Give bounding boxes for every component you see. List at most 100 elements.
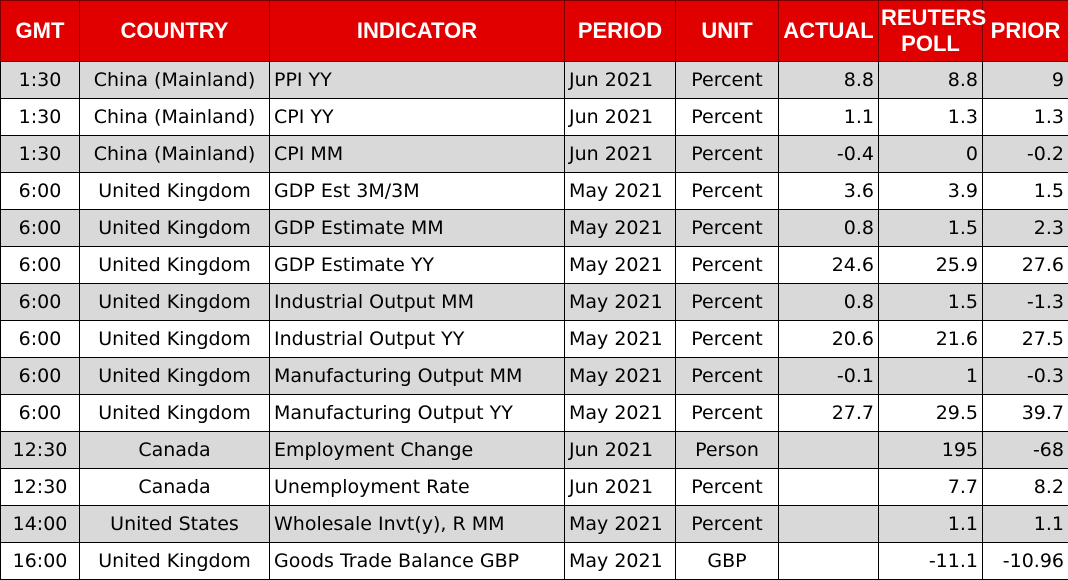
cell-period: Jun 2021	[564, 431, 676, 469]
cell-unit: GBP	[675, 542, 779, 580]
cell-prior: -1.3	[982, 283, 1068, 321]
cell-unit: Percent	[675, 505, 779, 543]
cell-actual: 1.1	[778, 98, 879, 136]
cell-reuters-poll: 1.3	[878, 98, 983, 136]
cell-reuters-poll: 25.9	[878, 246, 983, 284]
cell-actual: 27.7	[778, 394, 879, 432]
table-row: 14:00 United States Wholesale Invt(y), R M…	[0, 505, 1068, 543]
header-row: GMT COUNTRY INDICATOR PERIOD UNIT ACTUAL…	[0, 0, 1068, 62]
cell-actual	[778, 505, 879, 543]
cell-indicator: Employment Change	[269, 431, 565, 469]
cell-period: May 2021	[564, 246, 676, 284]
cell-gmt: 1:30	[0, 135, 80, 173]
cell-prior: -0.3	[982, 357, 1068, 395]
cell-actual: 24.6	[778, 246, 879, 284]
cell-actual	[778, 468, 879, 506]
cell-gmt: 6:00	[0, 357, 80, 395]
table-row: 6:00 United Kingdom Industrial Output MM Ma…	[0, 283, 1068, 321]
cell-indicator: PPI YY	[269, 61, 565, 99]
cell-actual: 0.8	[778, 209, 879, 247]
table-row: 6:00 United Kingdom GDP Est 3M/3M May 2021 P…	[0, 172, 1068, 210]
cell-period: Jun 2021	[564, 468, 676, 506]
cell-period: May 2021	[564, 283, 676, 321]
cell-prior: 9	[982, 61, 1068, 99]
header-unit: UNIT	[675, 0, 779, 62]
table-row: 1:30 China (Mainland) PPI YY Jun 2021 Percen…	[0, 61, 1068, 99]
cell-actual: 3.6	[778, 172, 879, 210]
cell-country: Canada	[79, 431, 270, 469]
cell-reuters-poll: 1.1	[878, 505, 983, 543]
cell-indicator: Wholesale Invt(y), R MM	[269, 505, 565, 543]
cell-period: May 2021	[564, 394, 676, 432]
cell-gmt: 12:30	[0, 468, 80, 506]
cell-gmt: 6:00	[0, 394, 80, 432]
cell-gmt: 12:30	[0, 431, 80, 469]
header-indicator: INDICATOR	[269, 0, 565, 62]
header-actual: ACTUAL	[778, 0, 879, 62]
cell-country: United Kingdom	[79, 394, 270, 432]
cell-unit: Percent	[675, 320, 779, 358]
cell-country: United Kingdom	[79, 283, 270, 321]
header-period: PERIOD	[564, 0, 676, 62]
cell-prior: 1.5	[982, 172, 1068, 210]
cell-country: China (Mainland)	[79, 98, 270, 136]
header-prior: PRIOR	[982, 0, 1068, 62]
cell-prior: -0.2	[982, 135, 1068, 173]
cell-country: China (Mainland)	[79, 135, 270, 173]
cell-unit: Percent	[675, 135, 779, 173]
cell-prior: 1.3	[982, 98, 1068, 136]
cell-period: May 2021	[564, 542, 676, 580]
cell-indicator: GDP Estimate YY	[269, 246, 565, 284]
cell-reuters-poll: 21.6	[878, 320, 983, 358]
table-row: 12:30 Canada Unemployment Rate Jun 2021 Perc…	[0, 468, 1068, 506]
table-row: 6:00 United Kingdom Manufacturing Output M…	[0, 357, 1068, 395]
cell-indicator: Manufacturing Output YY	[269, 394, 565, 432]
cell-indicator: Manufacturing Output MM	[269, 357, 565, 395]
header-reuters-poll: REUTERS POLL	[878, 0, 986, 62]
cell-country: United Kingdom	[79, 172, 270, 210]
cell-actual: 8.8	[778, 61, 879, 99]
cell-gmt: 6:00	[0, 320, 80, 358]
cell-indicator: Industrial Output MM	[269, 283, 565, 321]
cell-country: China (Mainland)	[79, 61, 270, 99]
table-row: 16:00 United Kingdom Goods Trade Balance G…	[0, 542, 1068, 580]
cell-prior: 8.2	[982, 468, 1068, 506]
table-row: 1:30 China (Mainland) CPI MM Jun 2021 Percen…	[0, 135, 1068, 173]
cell-unit: Percent	[675, 394, 779, 432]
cell-reuters-poll: 8.8	[878, 61, 983, 99]
cell-reuters-poll: 7.7	[878, 468, 983, 506]
cell-country: Canada	[79, 468, 270, 506]
cell-reuters-poll: 3.9	[878, 172, 983, 210]
cell-indicator: GDP Est 3M/3M	[269, 172, 565, 210]
cell-unit: Percent	[675, 61, 779, 99]
cell-period: May 2021	[564, 172, 676, 210]
cell-period: May 2021	[564, 209, 676, 247]
cell-indicator: Industrial Output YY	[269, 320, 565, 358]
cell-reuters-poll: -11.1	[878, 542, 983, 580]
cell-period: Jun 2021	[564, 135, 676, 173]
cell-reuters-poll: 1.5	[878, 283, 983, 321]
cell-indicator: CPI YY	[269, 98, 565, 136]
table-row: 1:30 China (Mainland) CPI YY Jun 2021 Percen…	[0, 98, 1068, 136]
cell-period: Jun 2021	[564, 98, 676, 136]
cell-gmt: 6:00	[0, 209, 80, 247]
header-gmt: GMT	[0, 0, 80, 62]
cell-gmt: 6:00	[0, 283, 80, 321]
cell-actual: -0.4	[778, 135, 879, 173]
cell-unit: Percent	[675, 283, 779, 321]
cell-indicator: Unemployment Rate	[269, 468, 565, 506]
header-country: COUNTRY	[79, 0, 270, 62]
cell-reuters-poll: 195	[878, 431, 983, 469]
cell-reuters-poll: 1.5	[878, 209, 983, 247]
cell-period: May 2021	[564, 320, 676, 358]
table-row: 6:00 United Kingdom GDP Estimate YY May 202…	[0, 246, 1068, 284]
cell-gmt: 6:00	[0, 172, 80, 210]
cell-actual	[778, 542, 879, 580]
cell-unit: Percent	[675, 246, 779, 284]
cell-prior: -68	[982, 431, 1068, 469]
cell-prior: 39.7	[982, 394, 1068, 432]
cell-gmt: 6:00	[0, 246, 80, 284]
cell-prior: 1.1	[982, 505, 1068, 543]
cell-unit: Percent	[675, 357, 779, 395]
